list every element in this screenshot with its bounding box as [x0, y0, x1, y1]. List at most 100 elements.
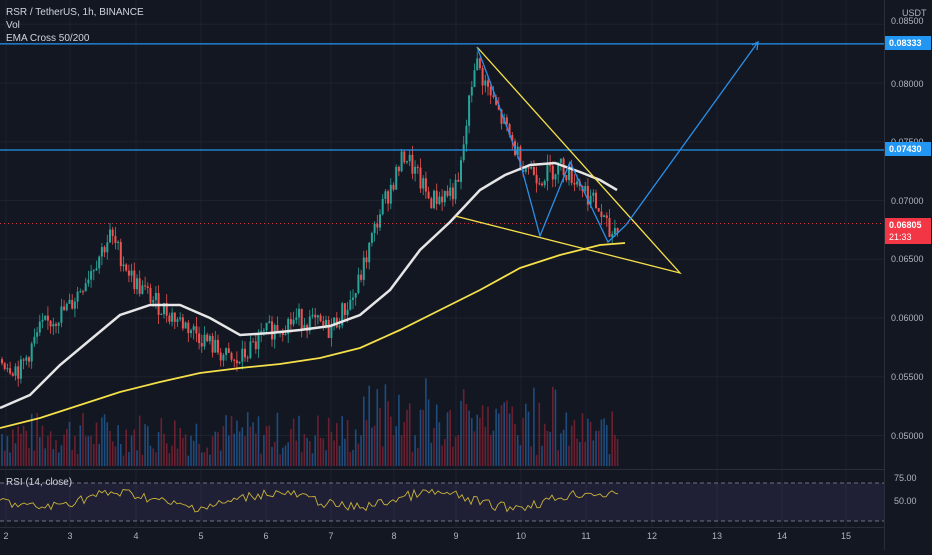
candle-body [211, 336, 214, 353]
volume-bar [600, 419, 603, 466]
volume-bar [152, 448, 154, 466]
volume-bar [25, 430, 28, 466]
volume-bar [390, 416, 392, 466]
volume-bar [174, 420, 176, 466]
candle-body [381, 198, 384, 215]
chart-legend: RSR / TetherUS, 1h, BINANCE Vol EMA Cros… [6, 6, 144, 45]
volume-bar [441, 445, 443, 466]
candle-body [605, 215, 608, 218]
candle-body [541, 183, 543, 186]
price-axis[interactable] [884, 0, 932, 550]
candle-body [3, 363, 6, 369]
projection-line [625, 41, 759, 226]
volume-bar [287, 442, 289, 466]
ema-label[interactable]: EMA Cross 50/200 [6, 33, 90, 44]
candle-body [262, 330, 265, 332]
volume-bar [257, 416, 260, 466]
volume-bar [489, 434, 492, 466]
volume-bar [201, 452, 203, 466]
candle-body [476, 58, 479, 71]
volume-bar [349, 452, 352, 466]
time-tick: 13 [711, 531, 723, 541]
volume-bar [338, 445, 341, 466]
candle-body [179, 317, 182, 320]
volume-bar [414, 435, 416, 466]
volume-bar [222, 426, 225, 466]
candle-body [365, 257, 368, 263]
time-axis-separator [0, 527, 884, 528]
candle-body [233, 359, 236, 361]
candle-body [187, 322, 190, 334]
candle-body [325, 319, 327, 326]
candle-body [352, 297, 354, 300]
candle-body [65, 303, 68, 311]
volume-bar [503, 402, 505, 466]
candle-body [241, 348, 244, 362]
volume-bar [398, 394, 400, 466]
volume-bar [400, 435, 403, 466]
volume-bar [79, 425, 82, 466]
volume-bar [36, 412, 38, 466]
volume-bar [203, 452, 206, 466]
candle-body [454, 179, 457, 200]
candle-body [87, 279, 90, 284]
level-tag-top: 0.08333 [885, 36, 931, 50]
level-tag-mid: 0.07430 [885, 142, 931, 156]
candle-body [608, 217, 611, 238]
candle-body [565, 175, 568, 181]
volume-bar [357, 443, 360, 466]
volume-bar [98, 443, 100, 466]
volume-bar [30, 413, 33, 466]
candle-body [122, 264, 125, 267]
candle-body [184, 322, 187, 329]
pane-separator[interactable] [0, 469, 884, 470]
volume-bar [395, 426, 397, 466]
volume-bar [176, 448, 179, 466]
candle-body [235, 360, 238, 364]
candle-body [508, 124, 511, 135]
candle-body [370, 233, 373, 243]
volume-bar [309, 441, 311, 466]
volume-bar [271, 446, 273, 466]
candle-body [165, 303, 168, 316]
candle-body [117, 241, 120, 243]
volume-bar [552, 386, 554, 466]
candle-body [441, 196, 444, 203]
volume-bar [120, 443, 122, 466]
volume-bar [387, 401, 389, 466]
candle-body [300, 308, 303, 329]
volume-bar [195, 423, 198, 466]
candle-body [141, 285, 144, 294]
symbol-label[interactable]: RSR / TetherUS, 1h, BINANCE [6, 7, 144, 18]
candle-body [433, 190, 435, 209]
candle-body [17, 366, 20, 379]
volume-bar [325, 450, 327, 466]
volume-bar [371, 427, 373, 466]
volume-bar [303, 434, 306, 466]
volume-bar [373, 425, 376, 466]
time-tick: 9 [453, 531, 459, 541]
volume-bar [495, 408, 497, 466]
volume-bar [492, 430, 495, 466]
volume-bar [446, 412, 449, 466]
volume-bar [241, 427, 244, 466]
candle-body [406, 161, 408, 163]
candle-body [276, 325, 279, 333]
candle-body [568, 164, 570, 181]
volume-bar [136, 450, 138, 466]
volume-bar [595, 430, 597, 466]
candle-body [389, 184, 392, 204]
rsi-label[interactable]: RSI (14, close) [6, 477, 73, 488]
volume-label[interactable]: Vol [6, 20, 20, 31]
candle-body [403, 151, 406, 163]
candle-body [414, 166, 417, 174]
candle-body [319, 315, 322, 321]
time-tick: 4 [133, 531, 139, 541]
currency-unit: USDT [902, 8, 927, 18]
volume-bar [1, 433, 3, 466]
candle-body [384, 191, 387, 199]
volume-bar [149, 445, 152, 466]
candle-body [424, 178, 427, 192]
